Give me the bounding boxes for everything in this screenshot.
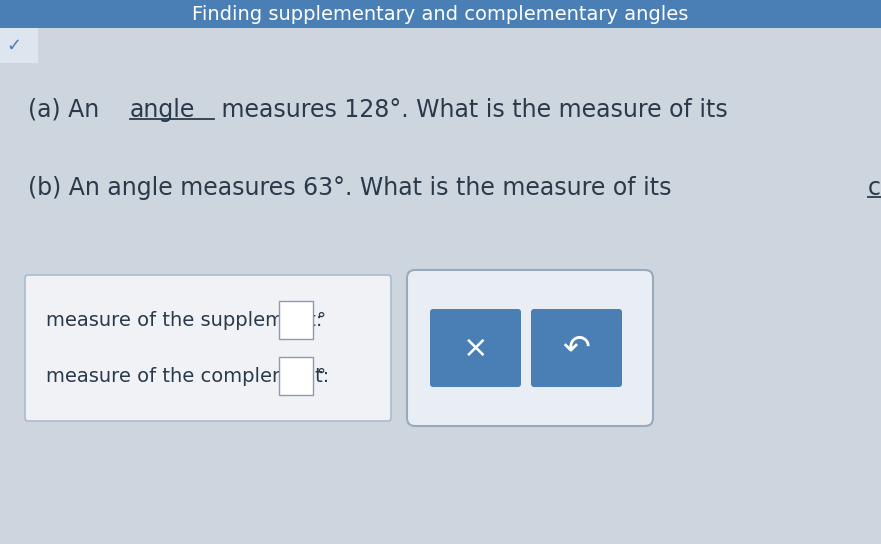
- Text: (b) An angle measures 63°. What is the measure of its: (b) An angle measures 63°. What is the m…: [28, 176, 679, 200]
- FancyBboxPatch shape: [279, 301, 313, 339]
- FancyBboxPatch shape: [430, 309, 521, 387]
- Text: complement: complement: [868, 176, 881, 200]
- Text: ✓: ✓: [6, 36, 21, 54]
- FancyBboxPatch shape: [0, 0, 881, 28]
- FancyBboxPatch shape: [407, 270, 653, 426]
- Text: angle: angle: [130, 98, 195, 122]
- Text: ×: ×: [463, 333, 488, 362]
- Text: measures 128°. What is the measure of its: measures 128°. What is the measure of it…: [214, 98, 736, 122]
- Text: (a) An: (a) An: [28, 98, 107, 122]
- Text: measure of the complement:: measure of the complement:: [46, 367, 329, 386]
- Text: °: °: [316, 367, 325, 385]
- Text: Finding supplementary and complementary angles: Finding supplementary and complementary …: [192, 4, 688, 23]
- Text: measure of the supplement:: measure of the supplement:: [46, 311, 322, 330]
- FancyBboxPatch shape: [531, 309, 622, 387]
- FancyBboxPatch shape: [279, 357, 313, 395]
- FancyBboxPatch shape: [0, 28, 38, 63]
- Text: °: °: [316, 311, 325, 329]
- FancyBboxPatch shape: [25, 275, 391, 421]
- Text: ↶: ↶: [562, 331, 590, 364]
